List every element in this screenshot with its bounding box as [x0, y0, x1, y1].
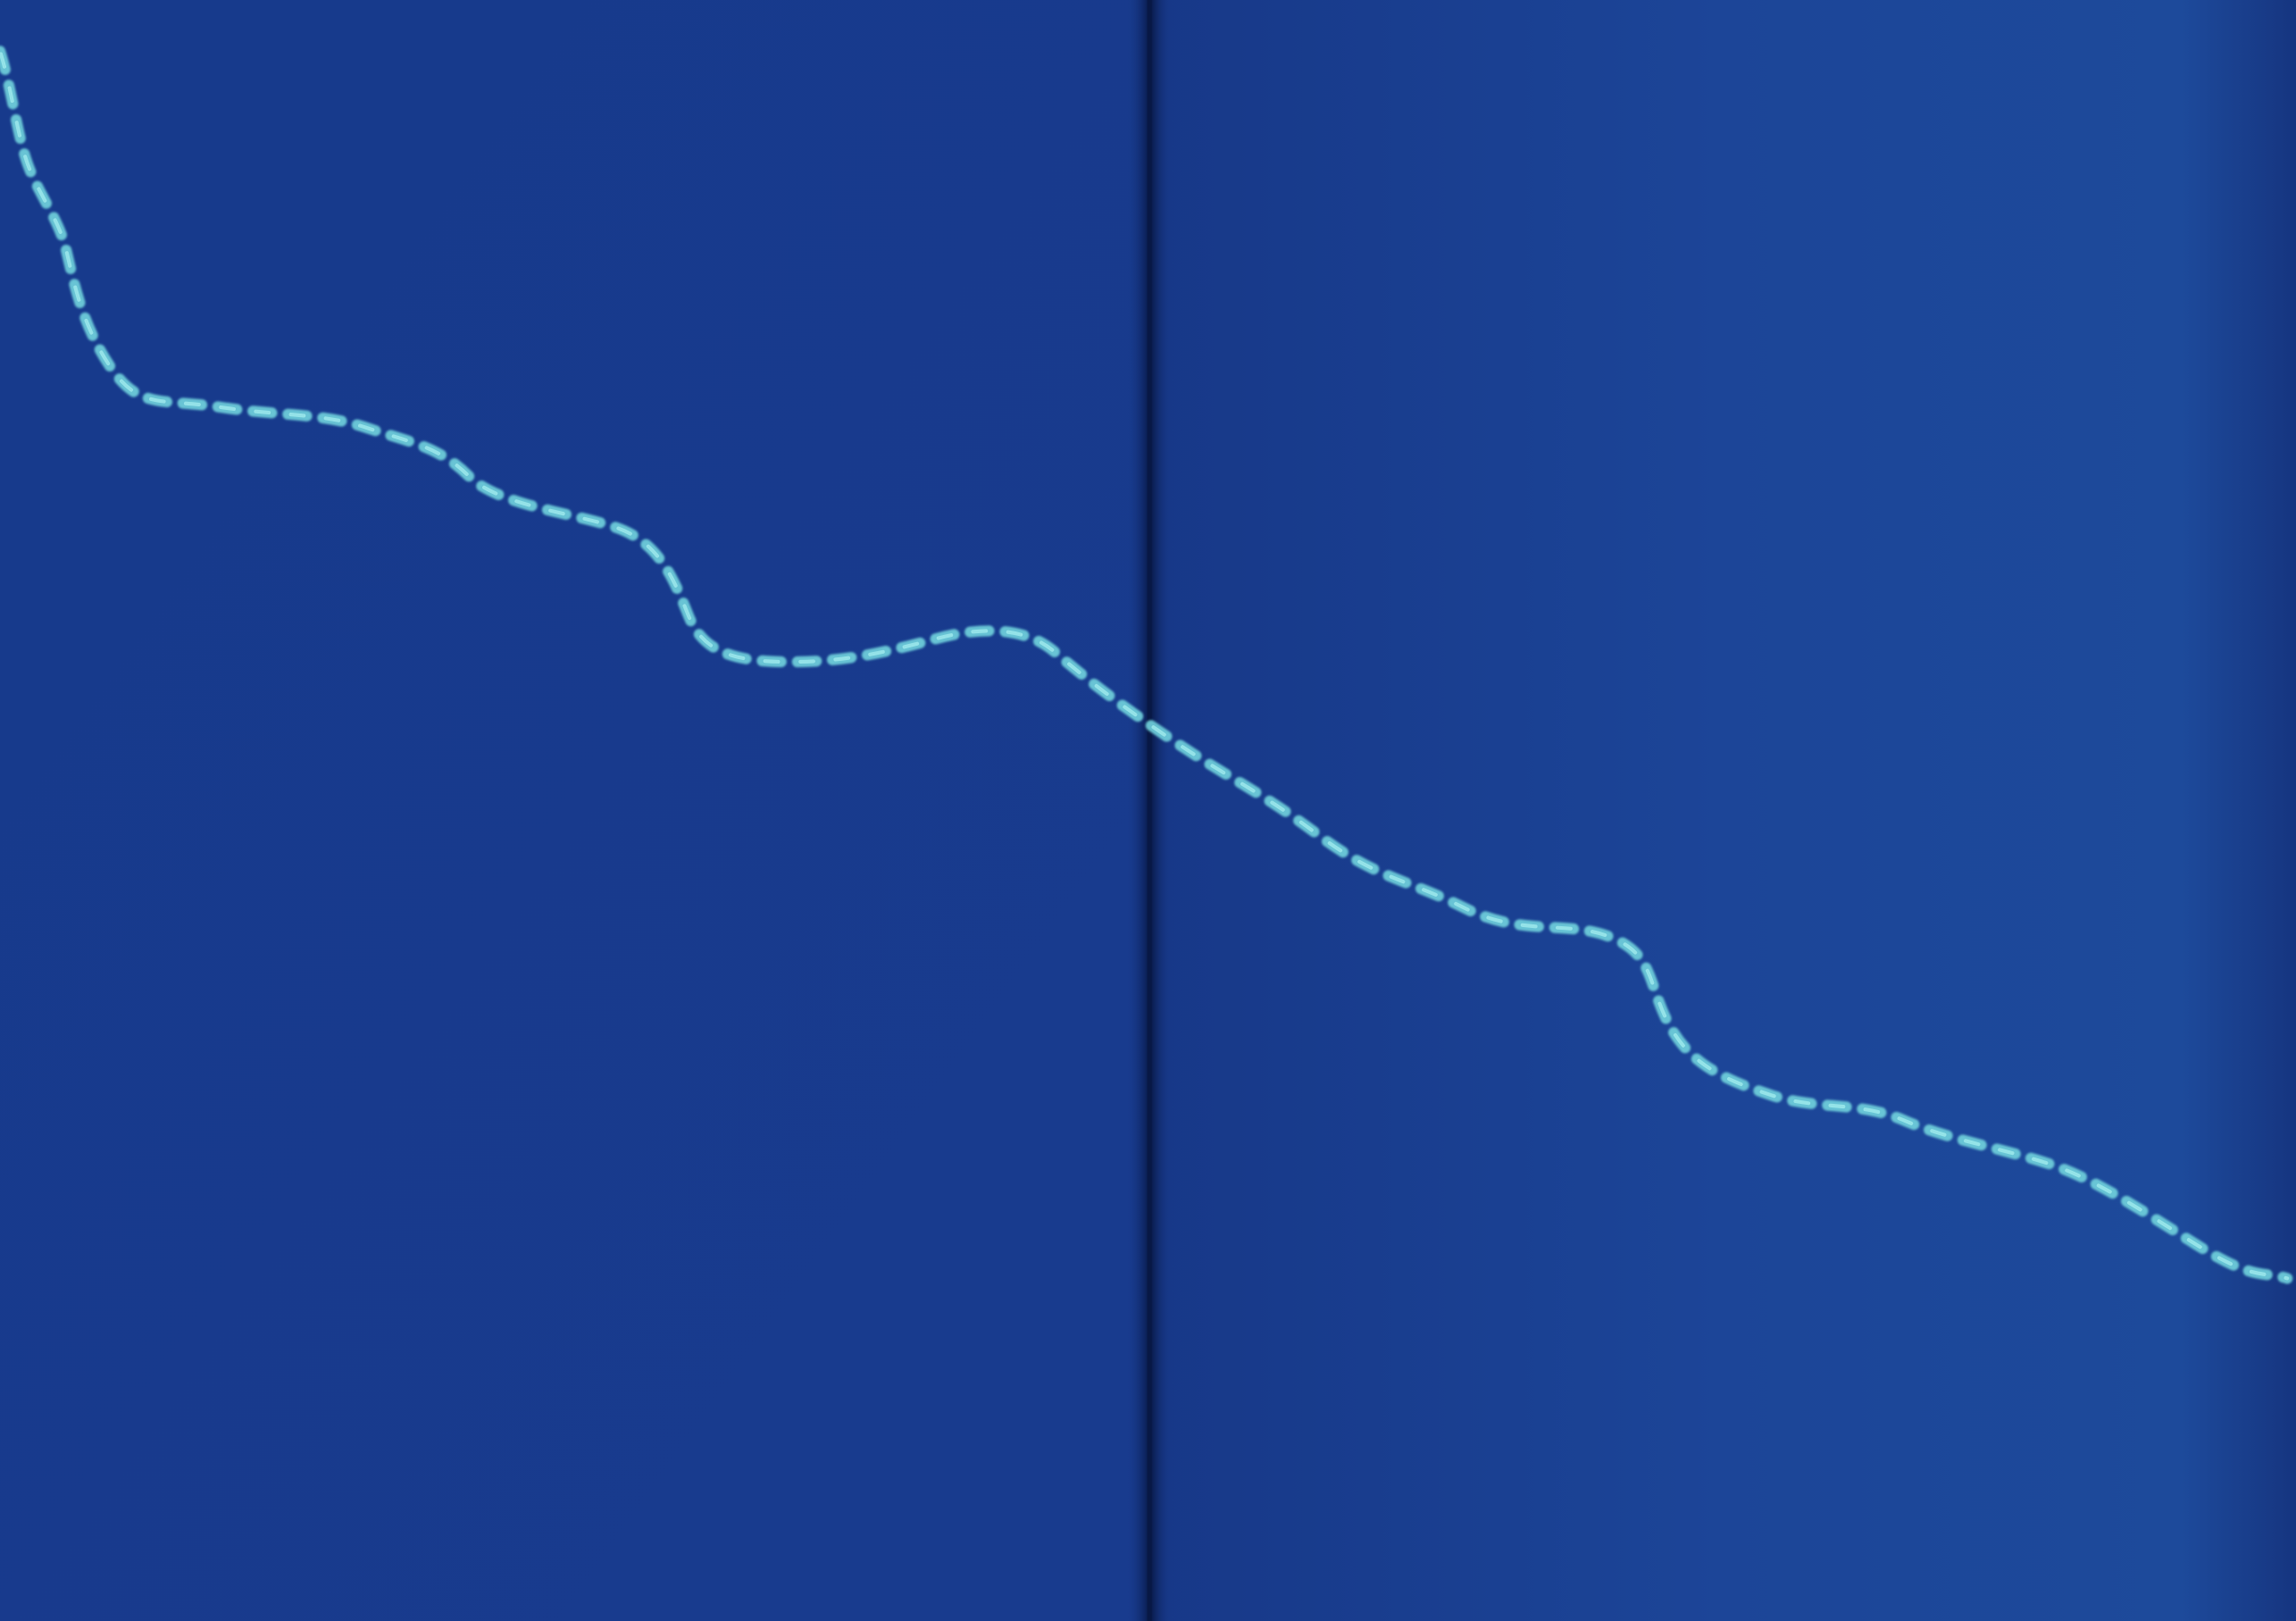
left-page [0, 0, 1149, 1621]
page [0, 0, 2296, 1621]
cyanotype-spread [0, 0, 2296, 1621]
right-page [1149, 0, 2296, 1621]
